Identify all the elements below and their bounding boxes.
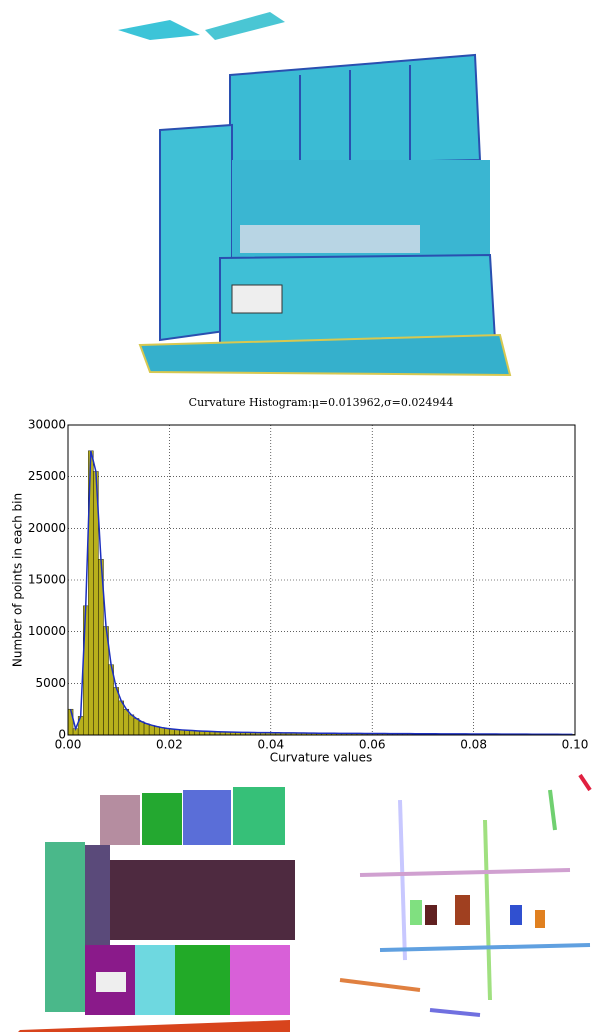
bar xyxy=(118,700,124,736)
histogram-outline xyxy=(69,450,573,736)
bar xyxy=(83,605,89,736)
y-tick-label: 10000 xyxy=(28,624,66,638)
bar xyxy=(164,728,170,736)
histogram-plot xyxy=(67,424,576,736)
x-tick-label: 0.00 xyxy=(55,738,82,752)
bar xyxy=(113,687,119,736)
x-tick-label: 0.08 xyxy=(460,738,487,752)
y-tick-label: 20000 xyxy=(28,521,66,535)
bar xyxy=(143,723,150,736)
y-tick-label: 5000 xyxy=(35,676,66,690)
bar xyxy=(123,708,130,736)
y-tick-label: 15000 xyxy=(28,573,66,587)
x-tick-label: 0.10 xyxy=(562,738,589,752)
bar xyxy=(159,727,165,736)
bar xyxy=(138,721,145,736)
x-tick-label: 0.06 xyxy=(359,738,386,752)
x-tick-label: 0.04 xyxy=(257,738,284,752)
bar xyxy=(128,714,135,736)
segmentation-image-left xyxy=(18,787,295,1032)
bar xyxy=(153,726,160,736)
segmentation-image-right xyxy=(339,773,592,1017)
bar xyxy=(148,724,155,736)
x-tick-label: 0.02 xyxy=(156,738,183,752)
plot-frame xyxy=(67,424,576,736)
bar xyxy=(133,718,140,736)
y-tick-label: 0 xyxy=(58,728,66,742)
y-axis-label: Number of points in each bin xyxy=(11,493,25,667)
y-tick-label: 30000 xyxy=(28,418,66,432)
x-axis-label: Curvature values xyxy=(270,751,373,765)
point-cloud-image xyxy=(118,12,512,377)
y-tick-label: 25000 xyxy=(28,469,66,483)
chart-title: Curvature Histogram:μ=0.013962,σ=0.02494… xyxy=(189,396,454,409)
